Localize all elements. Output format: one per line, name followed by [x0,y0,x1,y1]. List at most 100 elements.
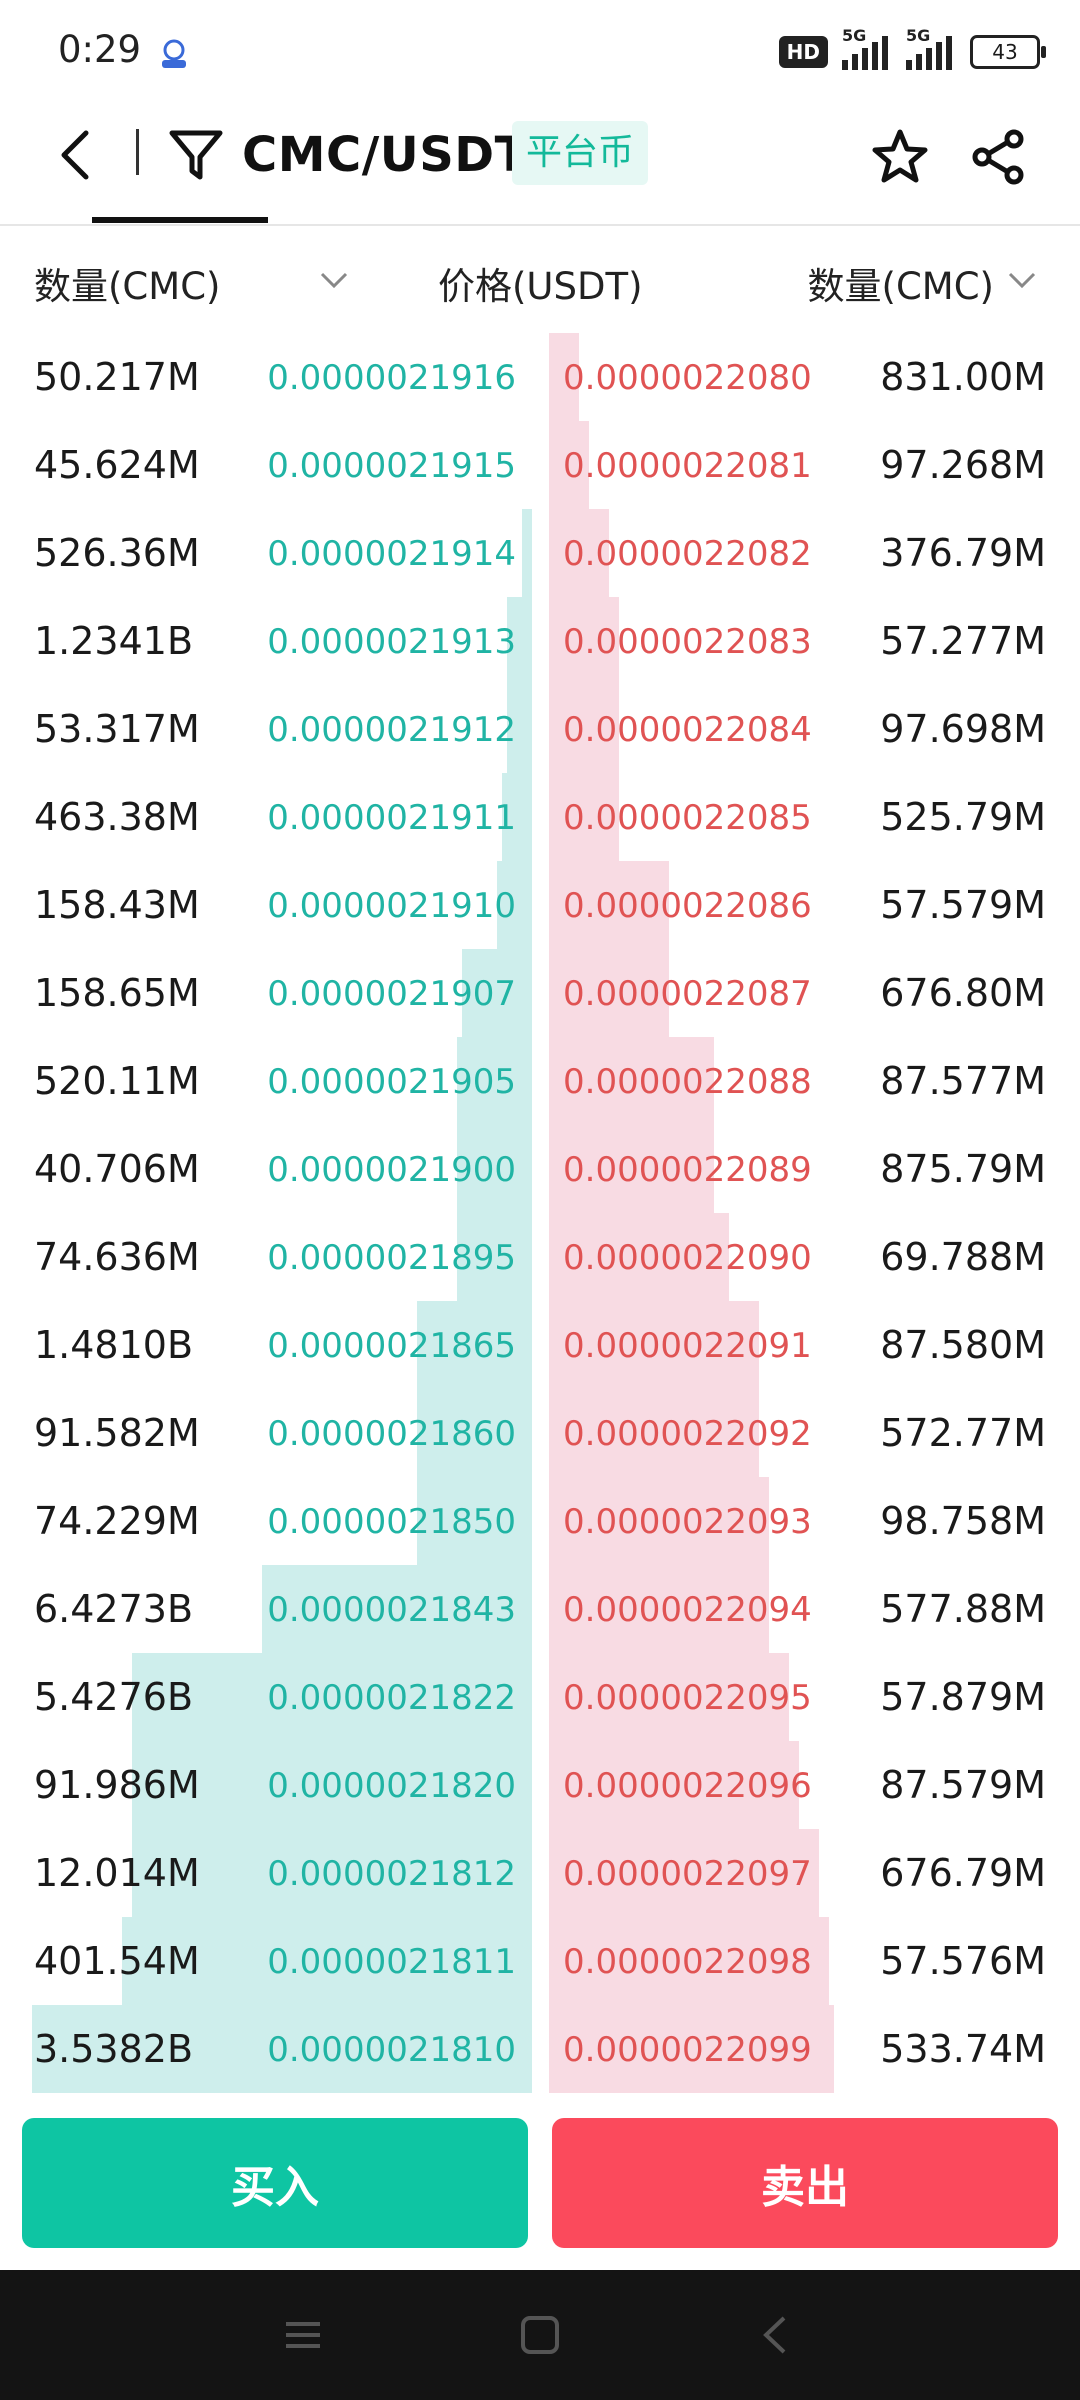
bid-price: 0.0000021907 [267,974,516,1014]
bid-depth-bar [507,597,532,685]
ask-depth-bar [549,1917,829,2005]
ask-price: 0.0000022098 [563,1942,812,1982]
order-row[interactable]: 3.5382B 0.0000021810 0.0000022099 533.74M [0,2005,1080,2093]
order-row[interactable]: 12.014M 0.0000021812 0.0000022097 676.79M [0,1829,1080,1917]
ask-depth-bar [549,1653,789,1741]
bid-depth-bar [522,509,532,597]
order-row[interactable]: 1.4810B 0.0000021865 0.0000022091 87.580M [0,1301,1080,1389]
bid-quantity: 12.014M [34,1851,200,1895]
chevron-down-icon[interactable] [1006,264,1038,296]
order-row[interactable]: 40.706M 0.0000021900 0.0000022089 875.79M [0,1125,1080,1213]
order-row[interactable]: 74.636M 0.0000021895 0.0000022090 69.788M [0,1213,1080,1301]
status-bar: 0:29 HD 5G 5G 43 [0,0,1080,105]
ask-quantity: 87.577M [880,1059,1046,1103]
battery-level: 43 [992,40,1018,64]
order-row[interactable]: 45.624M 0.0000021915 0.0000022081 97.268M [0,421,1080,509]
system-navigation-bar [0,2270,1080,2400]
sell-button[interactable]: 卖出 [552,2118,1058,2248]
bid-price: 0.0000021895 [267,1238,516,1278]
bid-depth-bar [132,1653,532,1741]
filter-icon[interactable] [168,125,224,185]
order-row[interactable]: 1.2341B 0.0000021913 0.0000022083 57.277M [0,597,1080,685]
order-book: 50.217M 0.0000021916 0.0000022080 831.00M 45… [0,333,1080,2093]
order-row[interactable]: 50.217M 0.0000021916 0.0000022080 831.00M [0,333,1080,421]
ask-price: 0.0000022092 [563,1414,812,1454]
bid-quantity: 91.582M [34,1411,200,1455]
ask-quantity-header[interactable]: 数量(CMC) [807,265,994,308]
bid-quantity: 74.229M [34,1499,200,1543]
ask-price: 0.0000022080 [563,358,812,398]
bid-quantity: 401.54M [34,1939,200,1983]
order-row[interactable]: 158.43M 0.0000021910 0.0000022086 57.579M [0,861,1080,949]
order-row[interactable]: 526.36M 0.0000021914 0.0000022082 376.79M [0,509,1080,597]
ask-depth-bar [549,1037,714,1125]
ask-price: 0.0000022091 [563,1326,812,1366]
ask-quantity: 525.79M [880,795,1046,839]
ask-quantity: 69.788M [880,1235,1046,1279]
order-row[interactable]: 463.38M 0.0000021911 0.0000022085 525.79M [0,773,1080,861]
bid-quantity: 158.43M [34,883,200,927]
price-header: 价格(USDT) [438,265,643,308]
order-row[interactable]: 74.229M 0.0000021850 0.0000022093 98.758M [0,1477,1080,1565]
order-row[interactable]: 520.11M 0.0000021905 0.0000022088 87.577M [0,1037,1080,1125]
ask-price: 0.0000022085 [563,798,812,838]
ask-depth-bar [549,1125,714,1213]
bid-quantity: 158.65M [34,971,200,1015]
bid-depth-bar [507,685,532,773]
order-row[interactable]: 5.4276B 0.0000021822 0.0000022095 57.879M [0,1653,1080,1741]
bid-price: 0.0000021915 [267,446,516,486]
ask-quantity: 676.80M [880,971,1046,1015]
ask-quantity: 57.579M [880,883,1046,927]
bid-quantity: 45.624M [34,443,200,487]
bid-depth-bar [417,1477,532,1565]
bid-quantity: 526.36M [34,531,200,575]
order-row[interactable]: 6.4273B 0.0000021843 0.0000022094 577.88M [0,1565,1080,1653]
ask-depth-bar [549,2005,834,2093]
ask-price: 0.0000022096 [563,1766,812,1806]
bid-quantity: 40.706M [34,1147,200,1191]
header-border [0,224,1080,226]
ask-depth-bar [549,1829,819,1917]
bid-price: 0.0000021912 [267,710,516,750]
ask-price: 0.0000022090 [563,1238,812,1278]
bid-quantity-header[interactable]: 数量(CMC) [34,265,221,308]
chevron-down-icon[interactable] [318,264,350,296]
share-icon[interactable] [968,127,1028,187]
favorite-star-icon[interactable] [870,127,930,187]
bid-depth-bar [457,1125,532,1213]
ask-quantity: 57.576M [880,1939,1046,1983]
ask-depth-bar [549,1565,769,1653]
ask-price: 0.0000022083 [563,622,812,662]
bid-price: 0.0000021850 [267,1502,516,1542]
order-row[interactable]: 401.54M 0.0000021811 0.0000022098 57.576M [0,1917,1080,2005]
order-row[interactable]: 91.986M 0.0000021820 0.0000022096 87.579M [0,1741,1080,1829]
bid-depth-bar [457,1213,532,1301]
ask-depth-bar [549,949,669,1037]
ask-depth-bar [549,509,609,597]
bid-depth-bar [122,1917,532,2005]
buy-button[interactable]: 买入 [22,2118,528,2248]
ask-depth-bar [549,597,619,685]
order-row[interactable]: 91.582M 0.0000021860 0.0000022092 572.77M [0,1389,1080,1477]
back-arrow-icon[interactable] [48,125,108,185]
bid-depth-bar [132,1829,532,1917]
bid-price: 0.0000021913 [267,622,516,662]
bid-depth-bar [32,2005,532,2093]
ask-price: 0.0000022095 [563,1678,812,1718]
order-row[interactable]: 53.317M 0.0000021912 0.0000022084 97.698M [0,685,1080,773]
ask-depth-bar [549,1477,769,1565]
pair-title[interactable]: CMC/USDT [242,127,528,183]
order-row[interactable]: 158.65M 0.0000021907 0.0000022087 676.80M [0,949,1080,1037]
home-icon[interactable] [515,2310,565,2360]
menu-icon[interactable] [278,2310,328,2360]
ask-quantity: 533.74M [880,2027,1046,2071]
bid-price: 0.0000021865 [267,1326,516,1366]
ask-quantity: 831.00M [880,355,1046,399]
bid-price: 0.0000021911 [267,798,516,838]
back-icon[interactable] [752,2310,802,2360]
ask-depth-bar [549,773,619,861]
bid-depth-bar [497,861,532,949]
ask-quantity: 57.277M [880,619,1046,663]
ask-quantity: 87.579M [880,1763,1046,1807]
bid-depth-bar [262,1565,532,1653]
